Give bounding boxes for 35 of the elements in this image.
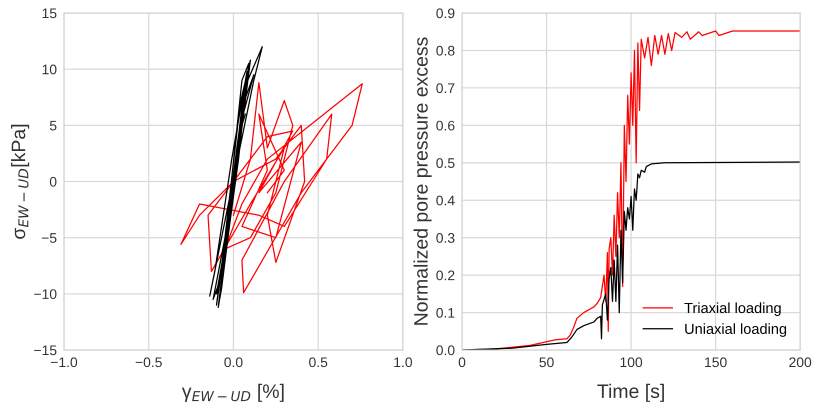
y-tick-label: 10 (42, 64, 56, 74)
y-tick-label: −5 (42, 233, 56, 243)
x-tick-label: −0.5 (136, 357, 162, 368)
y-tick-label: 15 (42, 8, 56, 18)
line-series (180, 82, 363, 294)
y-tick-label: 0.2 (436, 270, 454, 280)
y-tick-label: 0.9 (436, 8, 454, 18)
y-tick-label: −10 (34, 289, 56, 300)
y-tick-label: 0.0 (436, 345, 455, 356)
y-tick-label: 0 (50, 176, 56, 187)
line-series (209, 46, 263, 308)
x-tick-label: 100 (620, 357, 642, 368)
x-tick-label: 0.5 (309, 357, 328, 368)
y-tick-label: 0.7 (436, 83, 454, 94)
y-axis-title: Normalized pore pressure excess (413, 37, 432, 325)
x-tick-label: 0 (458, 357, 466, 368)
x-tick-label: 200 (789, 357, 812, 368)
x-tick-label: 150 (705, 357, 727, 368)
y-axis-title: σ$_{EW−UD}$[kPa] (11, 124, 30, 239)
y-tick-label: 0.1 (436, 308, 454, 318)
x-axis-title: Time [s] (597, 384, 664, 402)
legend-label: Uniaxial loading (685, 323, 786, 337)
y-tick-label: 0.8 (436, 46, 454, 56)
y-tick-label: 0.4 (436, 196, 455, 206)
x-tick-label: 0.0 (224, 357, 243, 368)
y-tick-label: 0.6 (436, 120, 454, 131)
y-tick-label: 5 (50, 120, 56, 131)
y-tick-label: 0.5 (436, 158, 454, 168)
x-tick-label: 50 (539, 357, 554, 368)
x-tick-label: 1.0 (394, 357, 412, 368)
y-tick-label: −15 (34, 345, 56, 356)
x-axis-title: γ$_{EW−UD}$ [%] (182, 384, 284, 402)
y-tick-label: 0.3 (436, 233, 454, 243)
x-tick-label: −1.0 (50, 357, 78, 368)
legend-label: Triaxial loading (684, 302, 781, 316)
